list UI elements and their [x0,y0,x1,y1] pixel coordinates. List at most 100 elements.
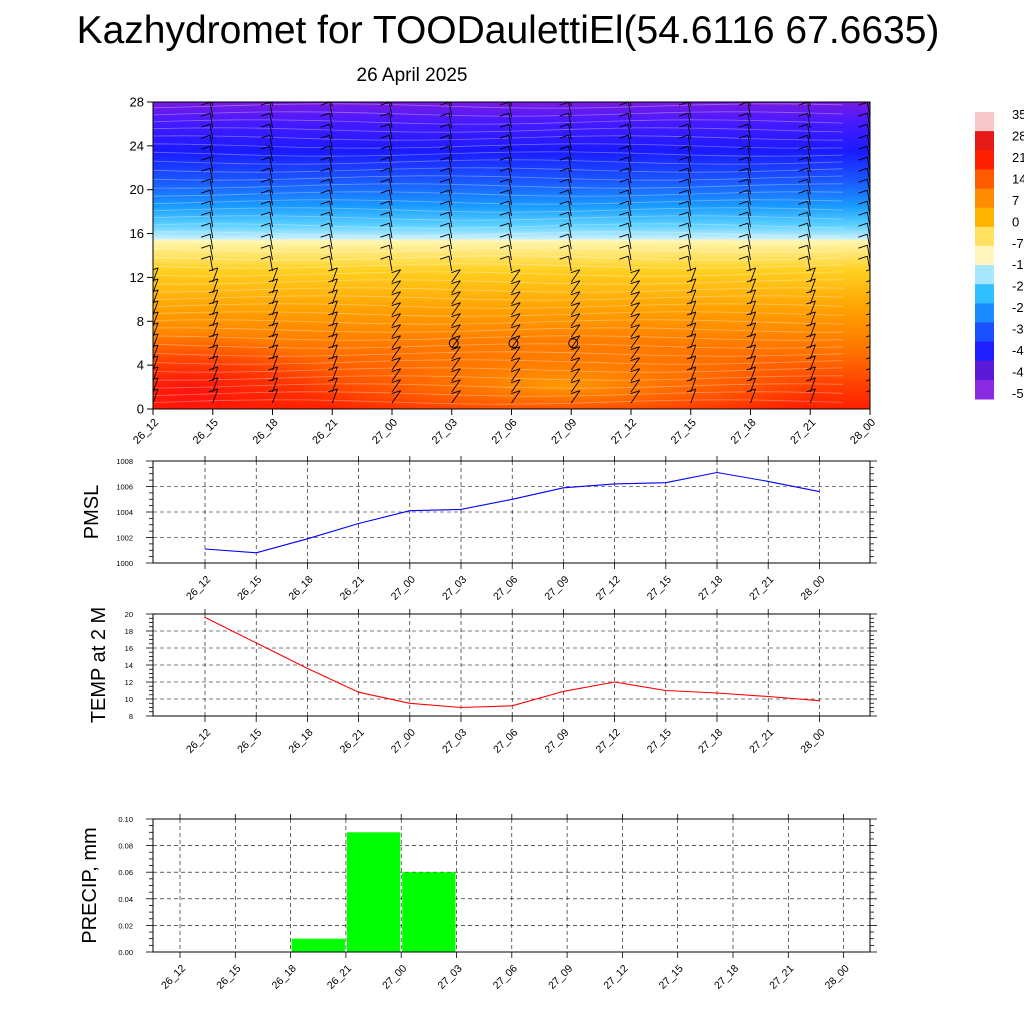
wind-barb [260,112,273,129]
wind-barb [391,313,401,327]
wind-barb-feather [201,156,211,161]
wind-barb-staff [508,168,512,184]
wind-barb-staff [570,313,581,327]
wind-barb-staff [630,379,640,393]
wind-barb-feather [440,123,450,128]
wind-barb-staff [448,223,453,239]
wind-barb-staff [809,278,816,294]
x-tick-label: 26_21 [325,963,354,992]
wind-barb [798,134,811,151]
wind-barb [679,134,692,151]
wind-barb-staff [747,168,751,184]
x-tick-label: 27_00 [389,574,418,603]
heatmap-contour-line [153,343,844,349]
wind-barb [629,102,632,107]
wind-barb-staff [809,300,816,316]
wind-barb-staff [329,212,333,228]
wind-barb-feather [201,91,210,94]
wind-barb [201,156,214,173]
wind-barb-staff [687,146,692,162]
wind-barb-staff [747,234,751,250]
heatmap-contour-line [153,119,844,125]
wind-barb-staff [807,234,811,250]
wind-barb-feather [380,211,390,216]
wind-barb [619,255,632,272]
wind-barb-feather [619,178,629,183]
colorbar-label: 0 [1012,214,1019,229]
wind-barb [141,124,154,139]
wind-barb [380,211,393,228]
wind-barb [391,346,401,360]
wind-barb [738,178,751,195]
heatmap-x-tick-label: 27_18 [729,417,759,447]
wind-barb-staff [747,256,751,272]
heatmap-x-tick-label: 26_21 [310,417,340,447]
wind-barb [391,302,401,316]
wind-barb-feather [865,368,870,371]
wind-barb-staff [511,346,521,360]
wind-barb-feather [440,167,450,172]
wind-barb-staff [508,223,512,239]
wind-barb [559,211,572,228]
wind-barb [679,222,692,239]
wind-barb [619,200,632,217]
wind-barb-staff [690,278,697,294]
wind-barb-feather [799,91,808,94]
wind-barb-feather [380,222,390,227]
x-tick-label: 26_21 [338,574,367,603]
wind-barb [451,335,461,349]
wind-barb-staff [388,234,393,250]
wind-barb-feather [559,134,569,139]
wind-barb-feather [499,222,510,227]
wind-barb-staff [388,135,393,151]
heatmap-panel: 0 4 8 12 16 20 24 28 26_12 26_15 26_18 26_21 27_00 27… [130,91,879,447]
wind-barb [510,390,521,404]
heatmap-contour-line [153,303,844,309]
wind-barb-feather [320,134,330,139]
wind-barb-feather [201,112,211,117]
wind-barb-staff [209,212,214,228]
wind-barb-feather [619,134,629,139]
wind-barb [510,379,521,393]
wind-barb-feather [798,123,808,128]
wind-barb-feather [738,255,749,260]
wind-barb-staff [153,333,159,349]
wind-barb-feather [201,233,211,238]
wind-barb [260,244,273,261]
wind-barb-feather [858,167,868,172]
wind-barb-feather [858,91,867,94]
wind-barb-feather [320,255,330,260]
wind-barb-feather [268,267,278,272]
x-tick-label: 27_21 [747,727,776,756]
wind-barb [440,222,453,239]
wind-barb-feather [380,91,389,94]
colorbar-swatch [975,226,994,247]
wind-barb [679,244,692,261]
wind-barb [679,200,692,217]
wind-barb-staff [508,113,512,129]
heatmap-warm-zone [300,340,820,409]
wind-barb-feather [380,134,390,139]
wind-barb-staff [508,245,512,261]
wind-barb-feather [141,124,150,127]
wind-barb [679,189,692,206]
wind-barb-feather [798,222,808,227]
wind-barb [510,302,521,316]
wind-barb-staff [331,289,338,305]
wind-barb [738,156,751,173]
heatmap-x-tick-label: 27_15 [669,417,699,447]
y-tick-label: 0.06 [118,868,133,877]
wind-barb [320,255,333,272]
wind-barb [440,200,453,217]
heatmap-contour-line [153,359,844,365]
wind-barb-feather [630,368,640,373]
wind-barb [201,102,214,118]
wind-barb-feather [559,102,569,106]
y-tick-label: 0.04 [118,895,133,904]
wind-barb-feather [451,302,461,307]
wind-barb-feather [619,211,629,216]
wind-barb-feather [499,200,510,205]
wind-barb [798,200,811,217]
wind-barb-staff [451,313,461,327]
heatmap-hot-core [153,332,340,409]
